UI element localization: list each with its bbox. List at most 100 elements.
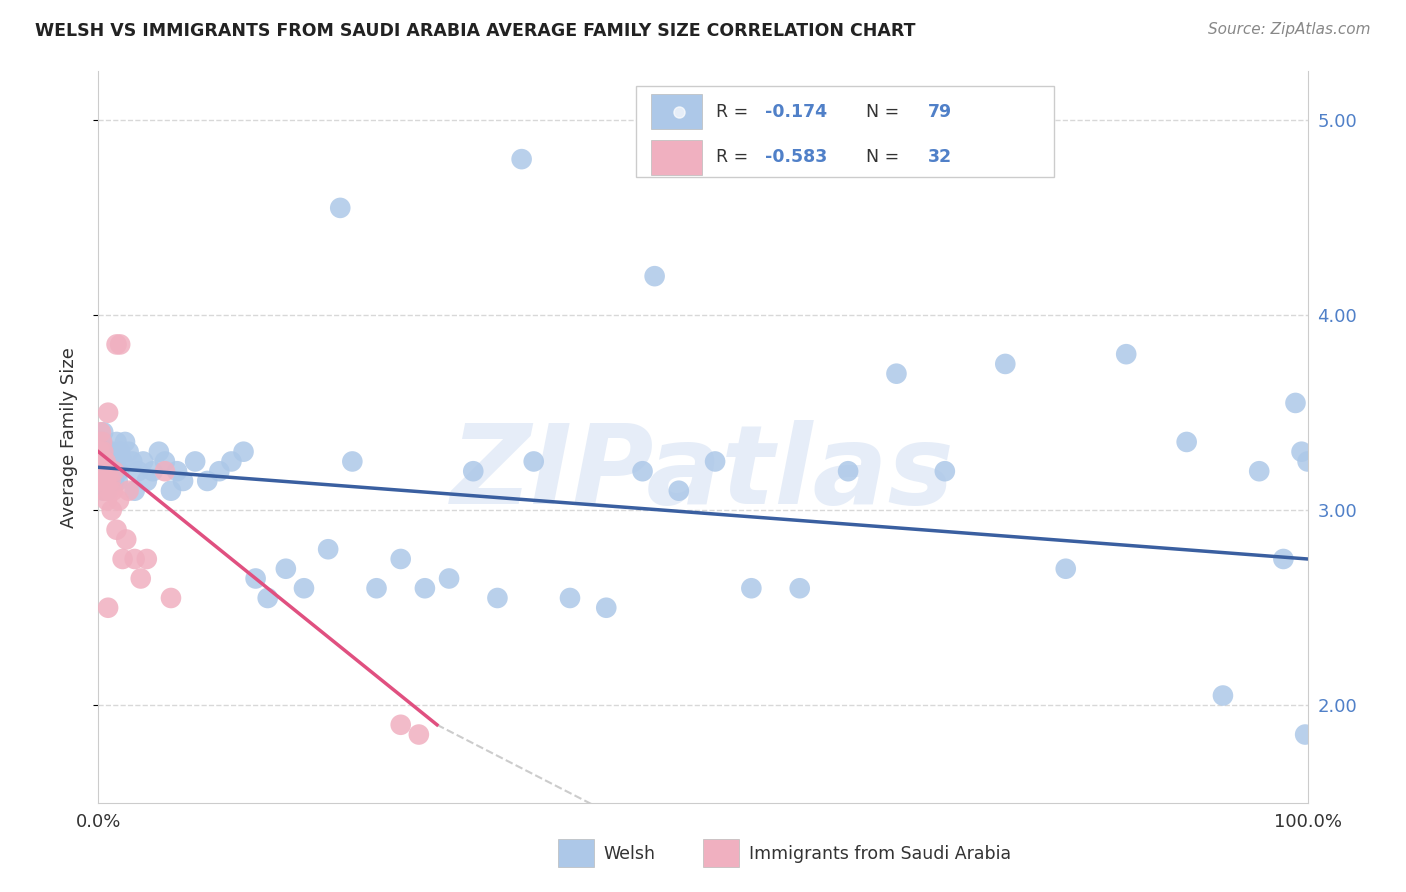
Point [1115, 347, 1137, 361]
Point [98, 464, 121, 478]
Point [789, 581, 811, 595]
Text: WELSH VS IMMIGRANTS FROM SAUDI ARABIA AVERAGE FAMILY SIZE CORRELATION CHART: WELSH VS IMMIGRANTS FROM SAUDI ARABIA AV… [35, 22, 915, 40]
Point [463, 464, 485, 478]
Point [558, 591, 581, 605]
Point [135, 474, 157, 488]
Point [172, 474, 194, 488]
Point [124, 552, 146, 566]
Point [97, 464, 120, 478]
Point [111, 454, 134, 468]
Y-axis label: Average Family Size: Average Family Size [59, 347, 77, 527]
Text: 79: 79 [928, 103, 952, 120]
Point [91, 454, 114, 468]
Point [101, 444, 124, 458]
Point [91, 434, 114, 449]
Point [148, 444, 170, 458]
Point [886, 367, 908, 381]
Point [93, 474, 115, 488]
Point [94, 464, 117, 478]
Point [108, 337, 131, 351]
Point [118, 444, 141, 458]
Bar [651, 140, 702, 175]
Point [90, 464, 112, 478]
Point [389, 718, 412, 732]
Point [96, 483, 118, 498]
Point [98, 483, 121, 498]
Point [108, 464, 131, 478]
Point [595, 600, 617, 615]
Point [135, 552, 157, 566]
Point [97, 406, 120, 420]
Point [103, 464, 125, 478]
Bar [651, 95, 702, 129]
Point [115, 533, 138, 547]
Point [631, 464, 654, 478]
Text: Source: ZipAtlas.com: Source: ZipAtlas.com [1208, 22, 1371, 37]
Point [221, 454, 243, 468]
Point [90, 425, 112, 440]
Text: ZIPatlas: ZIPatlas [451, 420, 955, 527]
Point [124, 483, 146, 498]
Text: Immigrants from Saudi Arabia: Immigrants from Saudi Arabia [749, 845, 1011, 863]
Text: Welsh: Welsh [603, 845, 655, 863]
Point [160, 483, 183, 498]
Point [97, 474, 120, 488]
Point [316, 542, 339, 557]
Point [129, 572, 152, 586]
Point [100, 503, 122, 517]
Point [93, 464, 115, 478]
Point [105, 523, 128, 537]
Point [160, 591, 183, 605]
Point [104, 454, 127, 468]
Point [408, 727, 430, 741]
Point [389, 552, 412, 566]
Point [256, 591, 278, 605]
Point [108, 493, 131, 508]
Point [132, 454, 155, 468]
Point [486, 591, 509, 605]
Point [342, 454, 364, 468]
Text: R =: R = [716, 103, 754, 120]
Point [329, 201, 352, 215]
Point [208, 464, 231, 478]
Point [111, 552, 134, 566]
Point [93, 454, 115, 468]
Point [91, 434, 114, 449]
Point [1249, 464, 1271, 478]
Point [994, 357, 1017, 371]
Point [1054, 562, 1077, 576]
Point [1296, 454, 1319, 468]
Point [1212, 689, 1234, 703]
Text: N =: N = [855, 103, 905, 120]
Point [93, 483, 115, 498]
Point [94, 474, 117, 488]
Point [232, 444, 254, 458]
Point [100, 474, 122, 488]
Point [153, 454, 176, 468]
Point [105, 434, 128, 449]
Point [1272, 552, 1295, 566]
Point [510, 152, 533, 166]
Point [103, 474, 125, 488]
Point [1175, 434, 1198, 449]
Point [195, 474, 218, 488]
Point [437, 572, 460, 586]
Point [91, 425, 114, 440]
Point [142, 464, 165, 478]
Point [644, 269, 666, 284]
Point [668, 483, 690, 498]
Point [740, 581, 762, 595]
Point [94, 444, 117, 458]
Point [101, 483, 124, 498]
Point [100, 474, 122, 488]
Text: R =: R = [716, 148, 754, 166]
Point [91, 483, 114, 498]
Point [96, 454, 118, 468]
Text: -0.583: -0.583 [765, 148, 827, 166]
Point [413, 581, 436, 595]
Point [1291, 444, 1313, 458]
Point [91, 444, 114, 458]
Point [114, 434, 136, 449]
Text: N =: N = [855, 148, 905, 166]
Point [274, 562, 297, 576]
